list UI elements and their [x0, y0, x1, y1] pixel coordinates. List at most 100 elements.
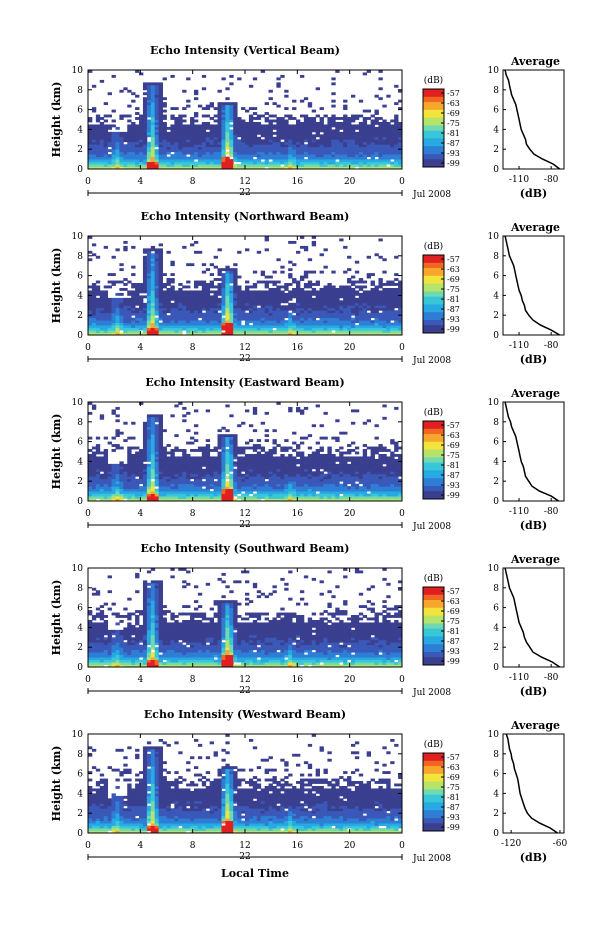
heatmap-cell [374, 112, 379, 115]
heatmap-cell [225, 330, 230, 333]
heatmap-cell [88, 471, 93, 475]
heatmap-cell [139, 305, 144, 309]
heatmap-cell [241, 476, 246, 480]
heatmap-cell [146, 431, 152, 435]
heatmap-cell [386, 124, 391, 128]
heatmap-cell [170, 461, 175, 465]
heatmap-cell [358, 151, 364, 155]
heatmap-cell [186, 325, 191, 328]
heatmap-cell [292, 491, 297, 494]
heatmap-cell [119, 446, 124, 450]
heatmap-cell [229, 310, 234, 314]
heatmap-cell [158, 421, 163, 425]
heatmap-cell [248, 164, 254, 167]
heatmap-cell [150, 498, 156, 502]
heatmap-cell [115, 429, 120, 433]
heatmap-cell [111, 161, 116, 165]
heatmap-cell [139, 307, 144, 311]
heatmap-cell [319, 290, 324, 294]
heatmap-cell [142, 124, 148, 128]
colorbar-unit: (dB) [424, 241, 443, 252]
heatmap-cell [158, 119, 163, 123]
heatmap-cell [323, 156, 328, 160]
heatmap-cell [103, 141, 109, 145]
heatmap-cell [288, 268, 293, 272]
heatmap-cell [252, 498, 258, 502]
heatmap-cell [390, 315, 395, 319]
heatmap-cell [370, 295, 375, 299]
heatmap-cell [158, 473, 163, 477]
heatmap-cell [272, 136, 277, 140]
heatmap-cell [99, 491, 105, 494]
heatmap-cell [288, 141, 293, 145]
heatmap-cell [347, 325, 352, 328]
heatmap-cell [311, 302, 317, 306]
profile-y-tick-label: 2 [493, 145, 499, 155]
heatmap-cell [280, 131, 285, 135]
heatmap-cell [111, 491, 116, 494]
heatmap-cell [205, 486, 211, 490]
heatmap-cell [327, 154, 332, 158]
heatmap-cell [339, 154, 344, 158]
heatmap-cell [256, 444, 262, 447]
heatmap-cell [146, 149, 152, 153]
heatmap-cell [107, 149, 112, 153]
heatmap-cell [343, 161, 348, 165]
heatmap-cell [170, 287, 175, 291]
heatmap-cell [197, 146, 203, 150]
heatmap-cell [103, 312, 109, 316]
heatmap-cell [174, 134, 179, 138]
heatmap-cell [123, 166, 128, 170]
heatmap-cell [292, 117, 297, 120]
heatmap-cell [366, 315, 372, 319]
heatmap-cell [119, 302, 124, 306]
heatmap-cell [221, 285, 226, 289]
heatmap-cell [154, 126, 160, 130]
heatmap-cell [366, 325, 372, 328]
heatmap-cell [358, 300, 364, 304]
heatmap-cell [139, 310, 144, 314]
heatmap-cell [276, 483, 281, 487]
heatmap-cell [139, 136, 144, 140]
heatmap-cell [221, 114, 226, 118]
heatmap-cell [178, 473, 183, 477]
heatmap-cell [127, 149, 132, 153]
colorbar-swatch [423, 122, 444, 126]
heatmap-cell [358, 278, 364, 281]
heatmap-cell [366, 305, 372, 309]
heatmap-cell [182, 302, 187, 306]
heatmap-cell [193, 149, 199, 153]
heatmap-cell [95, 327, 101, 331]
heatmap-cell [135, 471, 140, 475]
heatmap-cell [331, 290, 336, 294]
heatmap-cell [382, 320, 387, 324]
heatmap-cell [88, 258, 93, 262]
heatmap-cell [335, 330, 340, 333]
heatmap-cell [139, 114, 144, 118]
heatmap-cell [331, 82, 336, 86]
heatmap-cell [139, 493, 144, 497]
heatmap-cell [111, 471, 116, 475]
heatmap-cell [268, 476, 273, 480]
heatmap-cell [307, 146, 313, 150]
heatmap-cell [213, 144, 218, 148]
heatmap-cell [135, 320, 140, 324]
heatmap-cell [103, 305, 109, 309]
heatmap-cell [276, 300, 281, 304]
colorbar-swatch [423, 143, 444, 147]
heatmap-cell [225, 439, 230, 443]
heatmap-cell [135, 491, 140, 494]
heatmap-cell [154, 297, 160, 301]
heatmap-cell [103, 458, 109, 462]
heatmap-cell [154, 270, 160, 274]
heatmap-cell [264, 468, 269, 472]
heatmap-cell [245, 166, 250, 170]
heatmap-cell [347, 154, 352, 158]
heatmap-cell [111, 436, 116, 440]
heatmap-cell [154, 164, 160, 167]
heatmap-cell [209, 159, 215, 162]
heatmap-cell [319, 161, 324, 165]
heatmap-cell [135, 330, 140, 333]
heatmap-cell [241, 144, 246, 148]
heatmap-cell [307, 317, 313, 321]
